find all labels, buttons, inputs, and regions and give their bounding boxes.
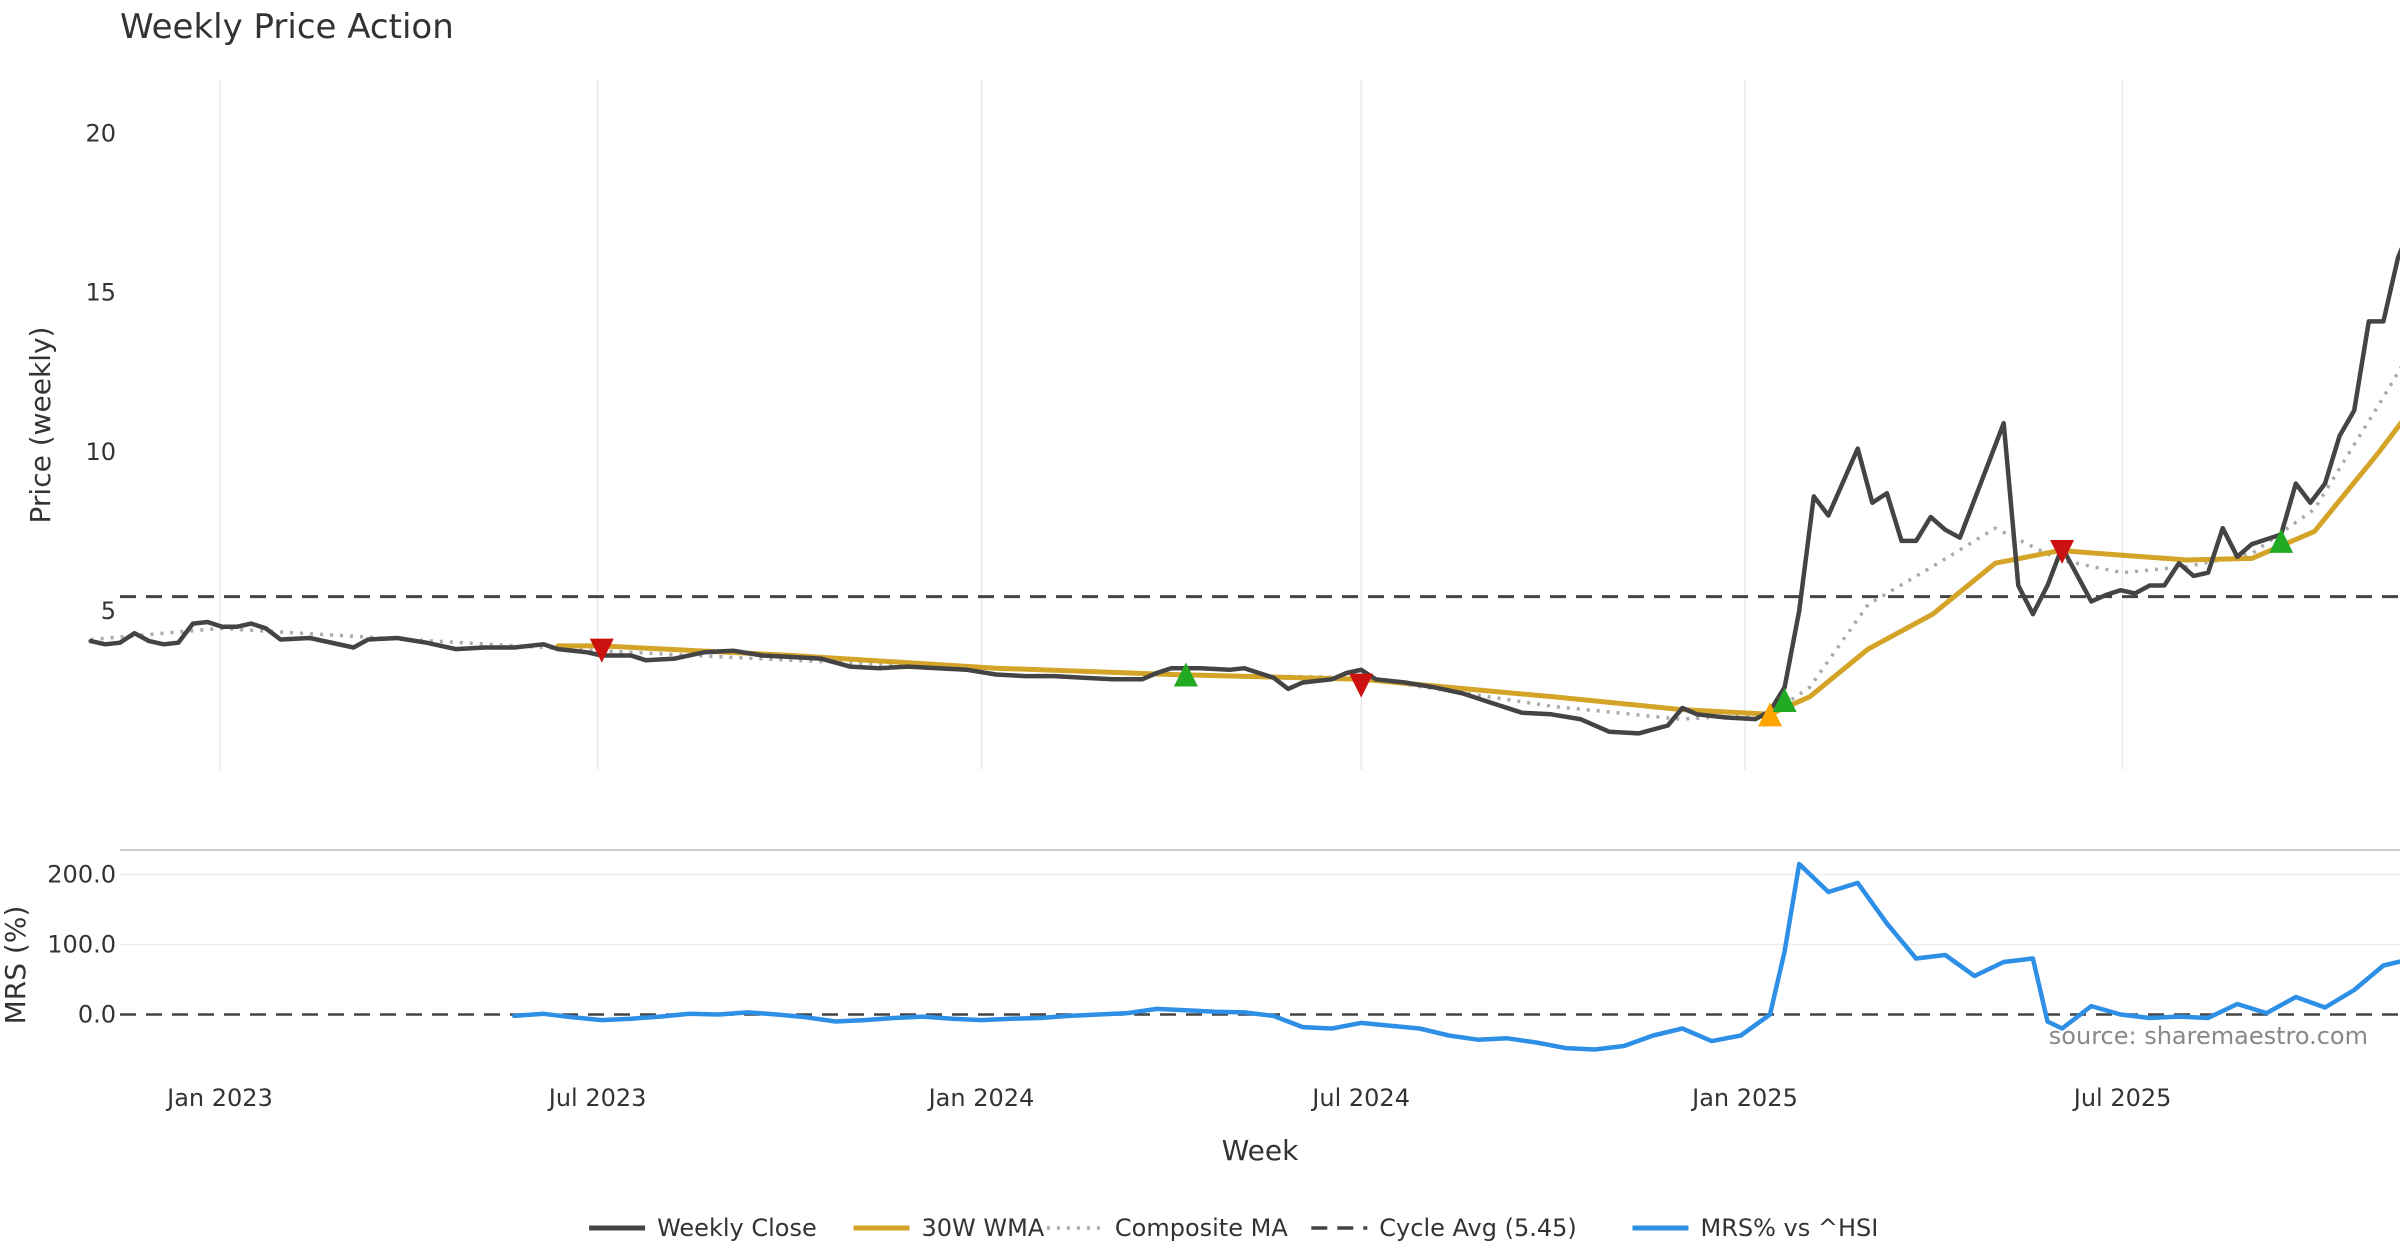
sell-signal-marker <box>589 638 614 663</box>
signal-markers <box>589 528 2294 727</box>
legend-label: Weekly Close <box>657 1214 817 1242</box>
x-tick-label: Jan 2024 <box>927 1084 1035 1112</box>
mrs-gridlines <box>120 873 2400 1016</box>
price-y-tick-label: 10 <box>85 438 116 466</box>
x-axis-title: Week <box>1222 1134 1299 1167</box>
legend-item-composite-ma: Composite MA <box>1046 1214 1288 1242</box>
mrs-panel: 0.0 100.0 200.0 MRS (%) source: sharemaest… <box>0 849 2400 1052</box>
mrs-y-axis-title: MRS (%) <box>0 906 32 1025</box>
legend-item-mrs-vs-hsi: MRS% vs ^HSI <box>1632 1214 1879 1242</box>
buy-signal-marker <box>2269 528 2294 553</box>
chart-title: Weekly Price Action <box>120 7 454 47</box>
mrs-y-tick-label: 200.0 <box>47 861 116 889</box>
price-gridlines <box>219 80 2124 770</box>
x-tick-label: Jan 2025 <box>1690 1084 1798 1112</box>
source-label: source: sharemaestro.com <box>2049 1022 2368 1050</box>
price-y-axis-title: Price (weekly) <box>24 327 57 524</box>
price-series <box>88 247 2400 736</box>
price-y-ticks: 5 10 15 20 <box>85 120 116 625</box>
mrs-y-tick-label: 100.0 <box>47 931 116 959</box>
x-tick-label: Jul 2025 <box>2072 1084 2172 1112</box>
legend-item-weekly-close: Weekly Close <box>589 1214 817 1242</box>
legend: Weekly Close 30W WMA Composite MA Cycle Avg… <box>589 1214 1878 1242</box>
price-y-tick-label: 5 <box>101 597 116 625</box>
legend-item-cycle-avg-5-45: Cycle Avg (5.45) <box>1311 1214 1577 1242</box>
legend-label: Cycle Avg (5.45) <box>1379 1214 1576 1242</box>
series-30w-wma <box>555 420 2400 717</box>
price-y-tick-label: 20 <box>85 120 116 148</box>
mrs-series <box>511 861 2400 1052</box>
sell-signal-marker <box>1349 673 1374 698</box>
price-panel: 5 10 15 20 Price (weekly) <box>24 80 2400 770</box>
x-tick-label: Jul 2024 <box>1310 1084 1410 1112</box>
buy-signal-marker <box>1758 702 1783 727</box>
buy-signal-marker <box>1772 688 1797 712</box>
legend-label: 30W WMA <box>922 1214 1045 1242</box>
x-tick-label: Jan 2023 <box>165 1084 273 1112</box>
series-mrs-vs-hsi <box>511 861 2400 1052</box>
legend-label: MRS% vs ^HSI <box>1701 1214 1879 1242</box>
legend-label: Composite MA <box>1115 1214 1288 1242</box>
x-axis-ticks: Jan 2023 Jul 2023 Jan 2024 Jul 2024 Jan 2025… <box>165 1084 2171 1112</box>
sell-signal-marker <box>2050 540 2075 565</box>
legend-item-30w-wma: 30W WMA <box>853 1214 1045 1242</box>
buy-signal-marker <box>1173 662 1198 687</box>
series-weekly-close <box>88 247 2400 736</box>
x-tick-label: Jul 2023 <box>547 1084 647 1112</box>
series-composite-ma <box>90 365 2400 721</box>
price-y-tick-label: 15 <box>85 279 116 307</box>
mrs-y-tick-label: 0.0 <box>78 1001 116 1029</box>
mrs-y-ticks: 0.0 100.0 200.0 <box>47 861 116 1029</box>
